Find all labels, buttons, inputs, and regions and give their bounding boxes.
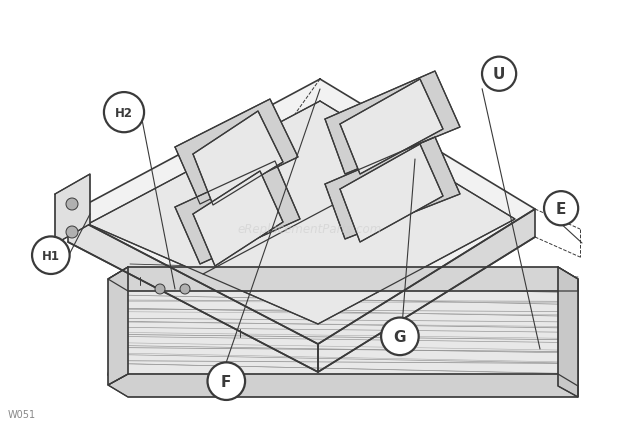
Polygon shape (175, 100, 298, 204)
Text: E: E (556, 201, 566, 216)
Polygon shape (130, 265, 578, 389)
Polygon shape (318, 210, 535, 372)
Circle shape (544, 192, 578, 226)
Polygon shape (340, 145, 443, 242)
Text: H2: H2 (115, 106, 133, 119)
Circle shape (155, 284, 165, 294)
Polygon shape (55, 175, 90, 245)
Circle shape (482, 58, 516, 92)
Polygon shape (108, 374, 578, 397)
Circle shape (66, 227, 78, 239)
Polygon shape (175, 161, 300, 265)
Text: eReplacementParts.com: eReplacementParts.com (238, 223, 382, 236)
Text: H1: H1 (42, 249, 60, 262)
Polygon shape (193, 112, 283, 205)
Polygon shape (325, 138, 460, 239)
Polygon shape (340, 80, 443, 175)
Text: F: F (221, 374, 231, 389)
Polygon shape (108, 268, 578, 291)
Polygon shape (108, 269, 578, 387)
Circle shape (104, 93, 144, 133)
Polygon shape (68, 215, 318, 372)
Polygon shape (108, 268, 128, 385)
Polygon shape (193, 172, 283, 266)
Circle shape (32, 237, 69, 274)
Polygon shape (325, 72, 460, 175)
Polygon shape (68, 80, 535, 344)
Circle shape (66, 199, 78, 210)
Text: U: U (493, 67, 505, 82)
Circle shape (180, 284, 190, 294)
Circle shape (381, 318, 419, 355)
Polygon shape (558, 268, 578, 397)
Text: G: G (394, 329, 406, 344)
Text: W051: W051 (8, 409, 36, 419)
Circle shape (208, 363, 245, 400)
Polygon shape (88, 102, 515, 324)
